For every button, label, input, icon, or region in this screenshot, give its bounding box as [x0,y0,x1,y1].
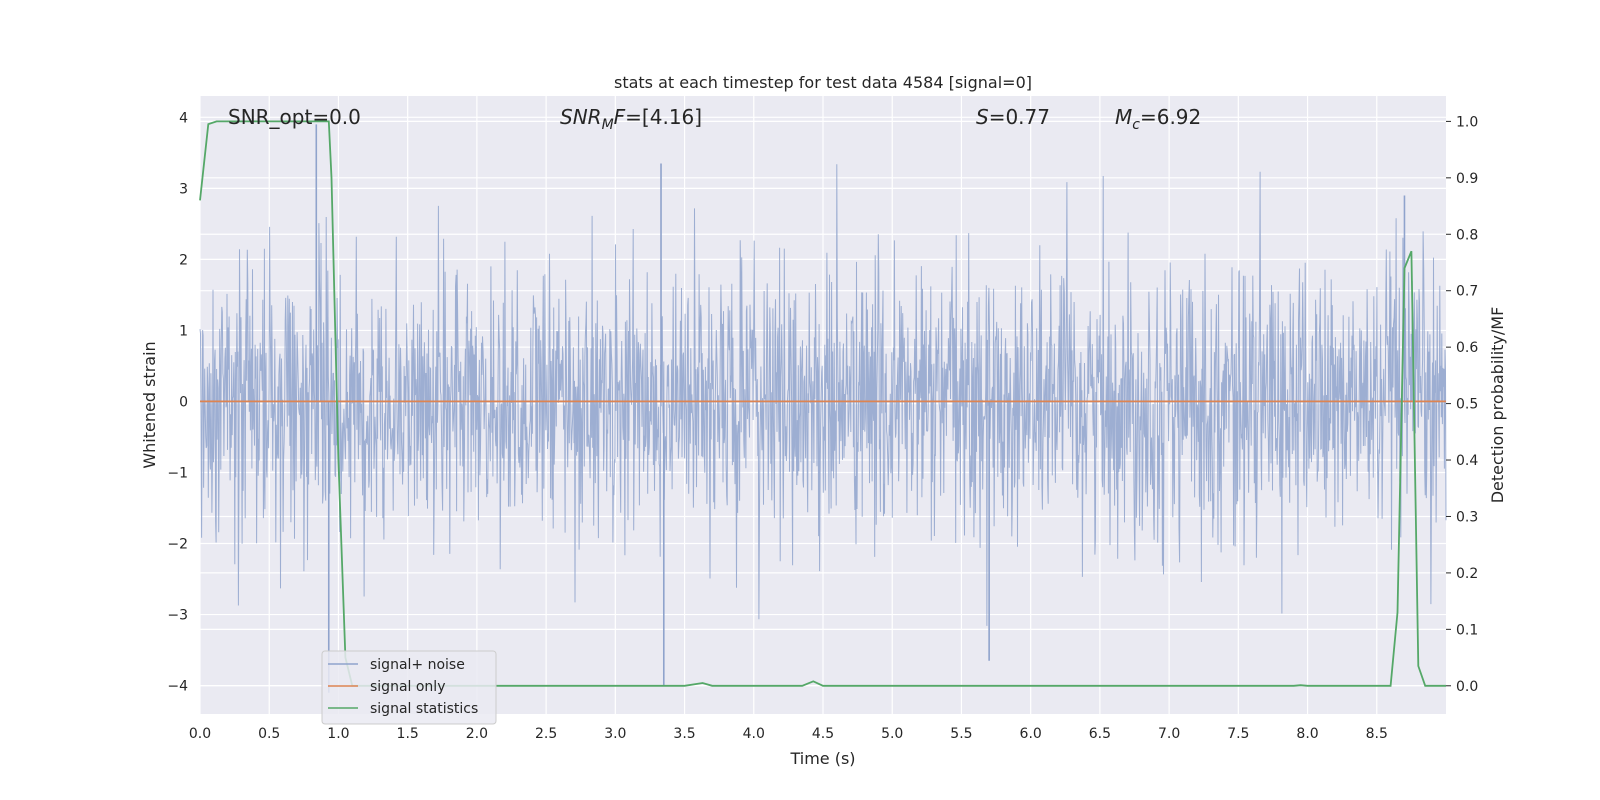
annotation-snr-opt: SNR_opt=0.0 [228,105,361,129]
annotation-snr-mf: SNRMF=[4.16] [560,105,702,133]
y2-tick-label: 0.9 [1456,171,1478,187]
chart-title: stats at each timestep for test data 458… [614,73,1032,92]
ticks: 0.0 0.5 1.0 1.5 2.0 2.5 3.0 3.5 4.0 4.5 5.0 5.5 6.0 6… [167,110,1478,742]
x-tick-label: 0.0 [189,726,211,742]
y-tick-label: 2 [179,252,188,268]
x-tick-label: 7.0 [1158,726,1180,742]
y2-axis-label: Detection probability/MF [1488,307,1507,504]
x-tick-label: 8.0 [1296,726,1318,742]
x-tick-label: 5.0 [881,726,903,742]
legend-label-signal-statistics: signal statistics [370,701,478,717]
y-tick-label: 4 [179,110,188,126]
annotation-s: S=0.77 [976,105,1050,129]
legend-label-signal-noise: signal+ noise [370,657,465,673]
x-tick-label: 3.5 [673,726,695,742]
x-tick-label: 1.5 [397,726,419,742]
x-tick-label: 7.5 [1227,726,1249,742]
y-tick-label: −1 [167,465,188,481]
y-tick-label: 0 [179,394,188,410]
x-tick-label: 4.5 [812,726,834,742]
x-tick-label: 0.5 [258,726,280,742]
y2-tick-label: 0.4 [1456,453,1478,469]
y-tick-label: −4 [167,679,188,695]
y-axis-label: Whitened strain [140,341,159,468]
y-tick-label: 3 [179,181,188,197]
y-tick-label: 1 [179,323,188,339]
y2-tick-label: 0.2 [1456,566,1478,582]
x-tick-label: 6.5 [1089,726,1111,742]
x-axis-label: Time (s) [789,749,855,768]
legend-label-signal-only: signal only [370,679,445,695]
x-tick-label: 4.0 [743,726,765,742]
x-tick-label: 1.0 [327,726,349,742]
y2-tick-label: 0.3 [1456,509,1478,525]
y-tick-label: −2 [167,537,188,553]
y2-tick-label: 0.0 [1456,679,1478,695]
y2-tick-label: 0.1 [1456,622,1478,638]
y2-tick-label: 1.0 [1456,114,1478,130]
y2-tick-label: 0.8 [1456,227,1478,243]
signal-statistics-line [199,120,1446,687]
annotation-snr-mf-value: =[4.16] [625,105,702,129]
y2-tick-label: 0.5 [1456,397,1478,413]
legend: signal+ noise signal only signal statist… [321,650,497,725]
x-tick-label: 8.5 [1366,726,1388,742]
signal-noise-line [199,164,1447,626]
x-tick-label: 6.0 [1020,726,1042,742]
y2-tick-label: 0.6 [1456,340,1478,356]
x-tick-label: 2.0 [466,726,488,742]
line-series [199,120,1446,687]
annotation-mc: Mc=6.92 [1115,105,1201,133]
annotation-s-value: =0.77 [989,105,1050,129]
x-tick-label: 5.5 [950,726,972,742]
y2-tick-label: 0.7 [1456,284,1478,300]
legend-box [321,650,497,725]
y-tick-label: −3 [167,608,188,624]
x-tick-label: 3.0 [604,726,626,742]
x-tick-label: 2.5 [535,726,557,742]
annotation-mc-value: =6.92 [1140,105,1201,129]
